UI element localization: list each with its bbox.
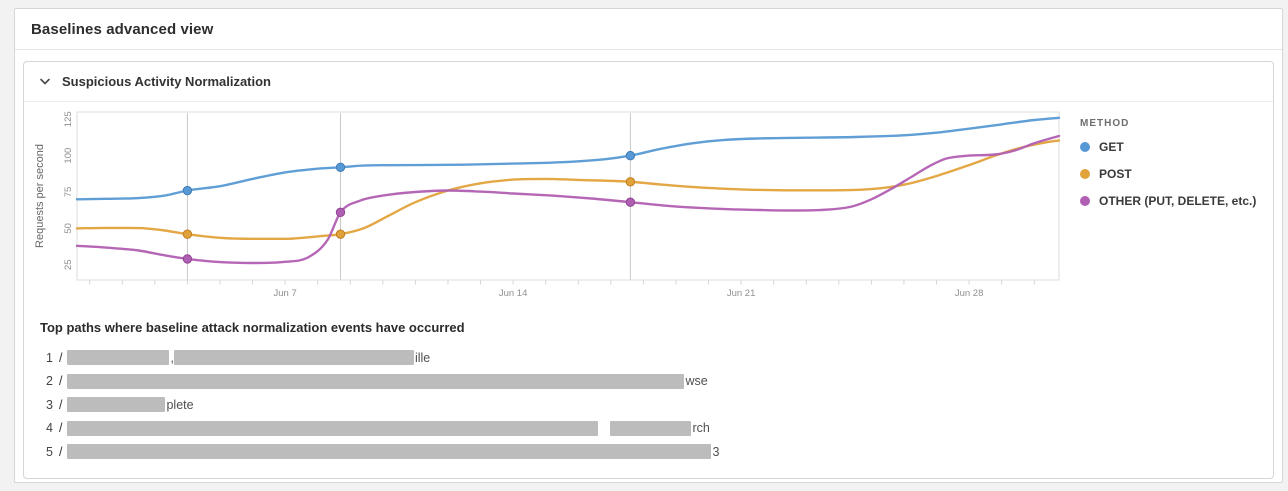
legend-dot [1080,142,1090,152]
event-marker-dot [335,229,346,239]
path-visible-text: ille [414,350,431,365]
top-paths-heading: Top paths where baseline attack normaliz… [40,320,465,335]
other-series-line [75,134,1061,265]
event-marker-dot [182,185,193,196]
legend-dot [1080,196,1090,206]
x-axis-tick-label: Jun 14 [499,288,528,299]
y-axis-tick-label: 75 [63,187,74,198]
x-axis-tick-label: Jun 21 [727,288,756,299]
top-path-row: 3 / plete [40,393,719,417]
panel-collapse-header[interactable]: Suspicious Activity Normalization [24,62,1273,102]
path-rank: 1 [46,350,53,365]
legend-item-other[interactable]: OTHER (PUT, DELETE, etc.) [1080,194,1270,208]
path-visible-text: 3 [712,444,720,459]
event-marker-dot [625,150,636,161]
event-marker-dot [182,254,193,264]
redacted-path-segment [67,444,712,460]
legend-dot [1080,169,1090,179]
segment-gap [598,421,610,436]
top-paths-list: 1 /, ille 2 / wse 3 / plete 4 / rch 5 / 3 [40,346,719,464]
path-visible-text: wse [685,374,708,389]
path-rank: 2 [46,374,53,389]
path-prefix: / [59,397,63,412]
event-marker-dot [625,177,636,187]
redacted-path-segment [67,420,599,436]
event-marker-dot [335,162,346,172]
chevron-down-icon[interactable] [39,78,51,86]
legend-label: OTHER (PUT, DELETE, etc.) [1099,194,1257,208]
path-rank: 3 [46,397,53,412]
redacted-path-segment [173,350,414,366]
baselines-card: Baselines advanced view Suspicious Activ… [14,8,1283,483]
redacted-path-segment [67,397,166,413]
redacted-path-segment [610,420,692,436]
path-visible-text: , [170,350,174,365]
top-path-row: 2 / wse [40,370,719,394]
path-rank: 4 [46,421,53,436]
y-axis-tick-label: 50 [63,223,74,234]
get-series-line [75,116,1061,201]
top-path-row: 1 /, ille [40,346,719,370]
x-axis-tick-label: Jun 7 [274,288,297,299]
page-title: Baselines advanced view [31,20,214,38]
y-axis-title: Requests per second [34,144,46,248]
path-visible-text: rch [692,421,710,436]
path-prefix: / [59,374,63,389]
y-axis-tick-label: 25 [63,259,74,270]
redacted-path-segment [67,350,170,366]
legend-title: METHOD [1080,118,1130,129]
card-header: Baselines advanced view [15,9,1282,50]
x-axis-tick-label: Jun 28 [955,288,984,299]
legend-items: GET POST OTHER (PUT, DELETE, etc.) [1080,140,1270,208]
panel-title: Suspicious Activity Normalization [62,74,272,89]
event-marker-dot [182,229,193,239]
y-axis-tick-label: 125 [63,111,74,127]
path-visible-text: plete [166,397,194,412]
post-series-line [75,139,1061,240]
chart-legend: METHOD GET POST OTHER (PUT, DELETE, etc.) [1080,118,1270,221]
top-path-row: 4 / rch [40,417,719,441]
path-prefix: / [59,421,63,436]
event-marker-dot [335,207,346,218]
path-prefix: / [59,350,63,365]
legend-item-post[interactable]: POST [1080,167,1270,181]
path-prefix: / [59,444,63,459]
legend-item-get[interactable]: GET [1080,140,1270,154]
event-marker-dot [625,197,636,207]
y-axis-tick-label: 100 [63,148,74,164]
top-path-row: 5 / 3 [40,440,719,464]
legend-label: GET [1099,140,1124,154]
path-rank: 5 [46,444,53,459]
legend-label: POST [1099,167,1132,181]
requests-per-second-chart: Jun 7 Jun 14 Jun 21 Jun 28 25 50 75 100 125 Reque… [34,111,1061,299]
redacted-path-segment [67,373,685,389]
